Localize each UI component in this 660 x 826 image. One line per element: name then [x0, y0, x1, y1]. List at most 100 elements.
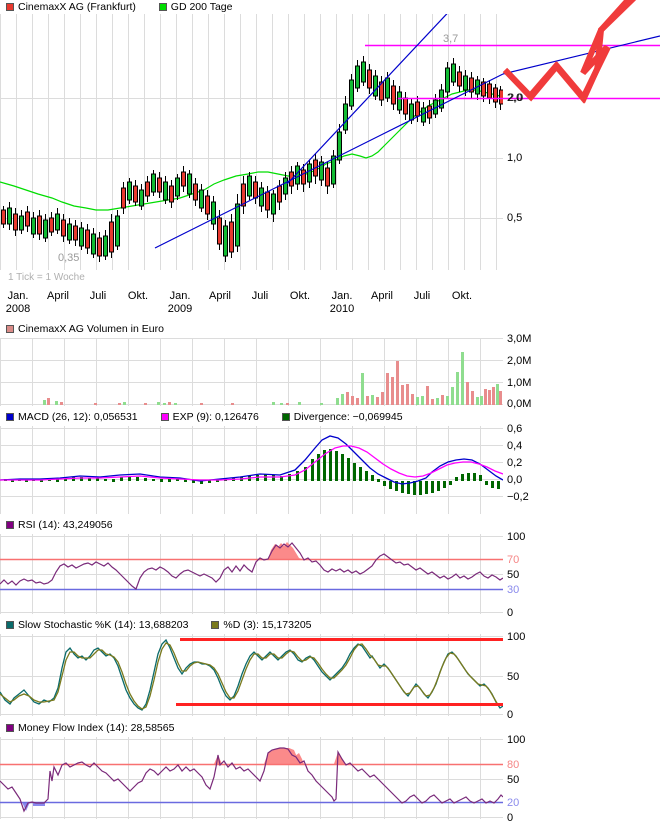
- rsi-y-axis: 100 70 50 30 0: [507, 531, 567, 619]
- trendline-upper: [286, 14, 448, 185]
- volume-panel: CinemaxX AG Volumen in Euro: [0, 322, 660, 410]
- x-label: Jan.: [7, 290, 29, 302]
- y-label: 2,0M: [507, 355, 532, 367]
- legend-label: Slow Stochastic %K (14): 13,688203: [18, 619, 189, 631]
- x-label: April: [46, 290, 70, 302]
- price-legend: CinemaxX AG (Frankfurt) GD 200 Tage: [6, 0, 252, 14]
- y-label: 1,0M: [507, 377, 532, 389]
- y-label-oversold: 20: [507, 797, 520, 809]
- y-label: 100: [507, 734, 526, 746]
- legend-item-mfi: Money Flow Index (14): 28,58565: [6, 721, 174, 735]
- y-label: 0,2: [507, 457, 523, 469]
- mfi-y-axis: 100 80 50 20 0: [507, 734, 567, 824]
- y-label: 0,4: [507, 440, 523, 452]
- rsi-overbought-fill: [268, 542, 302, 559]
- y-label: 0,0: [507, 474, 523, 486]
- legend-swatch-icon: [6, 413, 14, 421]
- trendline-lower: [154, 73, 503, 249]
- price-gridlines: [0, 14, 503, 270]
- legend-label: MACD (26, 12): 0,056531: [18, 411, 138, 423]
- macd-gridlines: [0, 426, 503, 514]
- macd-legend: MACD (26, 12): 0,056531 EXP (9): 0,12647…: [6, 410, 423, 424]
- volume-gridlines: [0, 338, 503, 406]
- legend-item-macd: MACD (26, 12): 0,056531: [6, 410, 138, 424]
- legend-swatch-icon: [211, 621, 220, 629]
- stoch-k-line: [0, 638, 503, 711]
- macd-plot[interactable]: [0, 426, 503, 514]
- legend-item-exp: EXP (9): 0,126476: [160, 410, 259, 424]
- y-label: 50: [507, 774, 520, 786]
- stochastic-y-axis: 100 50 0: [507, 631, 567, 721]
- mfi-line: [0, 747, 503, 813]
- legend-swatch-icon: [6, 621, 14, 629]
- y-label: 50: [507, 569, 520, 581]
- price-panel: CinemaxX AG (Frankfurt) GD 200 Tage: [0, 0, 660, 318]
- legend-swatch-icon: [160, 413, 169, 421]
- legend-item-cinemaxx: CinemaxX AG (Frankfurt): [6, 0, 136, 14]
- x-label: Jan.: [331, 290, 353, 302]
- year-label: 2008: [5, 303, 31, 315]
- year-label: 2010: [329, 303, 355, 315]
- legend-label: RSI (14): 43,249056: [18, 519, 113, 531]
- legend-item-volume: CinemaxX AG Volumen in Euro: [6, 322, 164, 336]
- stochastic-plot[interactable]: [0, 634, 503, 716]
- legend-item-divergence: Divergence: −0,069945: [281, 410, 403, 424]
- forecast-zigzag-main: [502, 0, 633, 104]
- y-label: −0,2: [507, 491, 529, 503]
- rsi-plot[interactable]: [0, 534, 503, 614]
- macd-line: [0, 435, 503, 485]
- y-label: 0,5: [507, 212, 523, 224]
- y-label: 100: [507, 631, 526, 643]
- legend-label: CinemaxX AG (Frankfurt): [18, 1, 136, 13]
- macd-histogram: [4, 449, 500, 495]
- legend-item-rsi: RSI (14): 43,249056: [6, 518, 113, 532]
- x-label: Juli: [89, 290, 107, 302]
- stochastic-panel: Slow Stochastic %K (14): 13,688203 %D (3…: [0, 618, 660, 721]
- legend-label: EXP (9): 0,126476: [172, 411, 259, 423]
- legend-item-stoch-d: %D (3): 15,173205: [211, 618, 312, 632]
- rsi-panel: RSI (14): 43,249056: [0, 518, 660, 619]
- y-label-overbought: 70: [507, 554, 520, 566]
- volume-legend: CinemaxX AG Volumen in Euro: [6, 322, 184, 336]
- y-label: 100: [507, 531, 526, 543]
- x-label: April: [370, 290, 394, 302]
- stoch-d-line: [0, 642, 503, 710]
- macd-exp-line: [0, 445, 503, 481]
- x-label: Juli: [251, 290, 269, 302]
- macd-panel: MACD (26, 12): 0,056531 EXP (9): 0,12647…: [0, 410, 660, 515]
- trendline-lower-ext: [502, 35, 660, 75]
- price-y-axis: 2,0 1,0 0,5: [507, 14, 567, 270]
- y-label-oversold: 30: [507, 584, 520, 596]
- y-label: 1,0: [507, 152, 523, 164]
- legend-swatch-icon: [281, 413, 290, 421]
- price-plot[interactable]: [0, 14, 503, 270]
- y-label: 0,6: [507, 423, 523, 435]
- annotation-resistance: 3,7: [443, 33, 459, 45]
- legend-item-stoch-k: Slow Stochastic %K (14): 13,688203: [6, 618, 188, 632]
- legend-swatch-icon: [6, 724, 14, 732]
- legend-label: Divergence: −0,069945: [293, 411, 403, 423]
- legend-label: CinemaxX AG Volumen in Euro: [18, 323, 164, 335]
- price-candles: [1, 56, 503, 262]
- forecast-zigzag: [502, 0, 637, 104]
- price-x-axis: Jan. April Juli Okt. Jan. April Juli Okt…: [0, 290, 660, 318]
- legend-swatch-icon: [6, 521, 14, 529]
- mfi-plot[interactable]: [0, 737, 503, 819]
- legend-label: GD 200 Tage: [170, 1, 233, 13]
- tick-info-label: 1 Tick = 1 Woche: [8, 272, 85, 283]
- legend-item-gd200: GD 200 Tage: [158, 0, 233, 14]
- legend-swatch-icon: [6, 325, 14, 333]
- mfi-legend: Money Flow Index (14): 28,58565: [6, 721, 194, 735]
- y-label: 0,0M: [507, 398, 532, 410]
- mfi-overbought-fill: [214, 748, 345, 764]
- y-label: 0: [507, 709, 514, 721]
- stochastic-legend: Slow Stochastic %K (14): 13,688203 %D (3…: [6, 618, 332, 632]
- volume-plot[interactable]: [0, 338, 503, 406]
- legend-label: %D (3): 15,173205: [223, 619, 312, 631]
- macd-y-axis: 0,6 0,4 0,2 0,0 −0,2: [507, 423, 567, 514]
- rsi-line: [0, 542, 503, 590]
- x-label: Okt.: [127, 290, 149, 302]
- y-label: 3,0M: [507, 333, 532, 345]
- y-label: 0: [507, 812, 514, 824]
